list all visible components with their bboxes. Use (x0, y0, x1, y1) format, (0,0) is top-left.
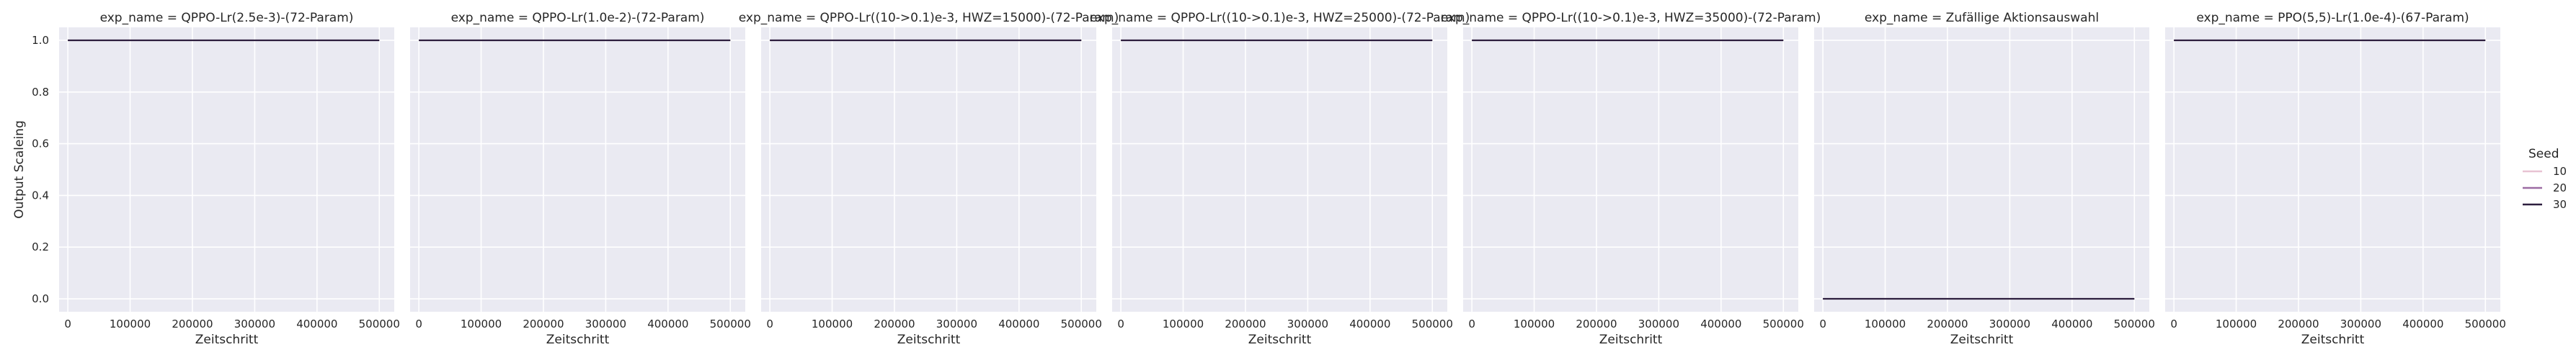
facet-panel: 0 100000 200000 300000 400000 500000 Zeitschri… (1441, 11, 1821, 347)
legend-label: 10 (2553, 165, 2567, 178)
x-tick-label: 200000 (2278, 318, 2319, 330)
facet-panel: 0 100000 200000 300000 400000 500000 Zeitschri… (2165, 11, 2506, 347)
y-tick-label: 0.4 (32, 189, 49, 202)
x-tick-label: 500000 (359, 318, 400, 330)
panel-title: exp_name = QPPO-Lr(1.0e-2)-(72-Param) (451, 11, 705, 25)
x-tick-label: 300000 (936, 318, 977, 330)
x-tick-label: 100000 (1865, 318, 1906, 330)
x-tick-label: 400000 (296, 318, 337, 330)
x-tick-label: 400000 (647, 318, 688, 330)
legend-label: 20 (2553, 181, 2567, 194)
plot-area (1463, 27, 1798, 312)
x-tick-label: 500000 (1763, 318, 1804, 330)
legend: Seed 10 20 30 (2523, 147, 2567, 211)
x-tick-label: 400000 (2402, 318, 2443, 330)
plot-area (761, 27, 1096, 312)
plot-area (2165, 27, 2500, 312)
panel-title: exp_name = QPPO-Lr((10->0.1)e-3, HWZ=350… (1441, 11, 1821, 25)
x-tick-label: 0 (1819, 318, 1826, 330)
x-tick-label: 200000 (1927, 318, 1968, 330)
x-axis-label: Zeitschritt (1599, 333, 1663, 347)
x-tick-label: 100000 (110, 318, 151, 330)
plot-area (1112, 27, 1447, 312)
x-tick-label: 0 (1117, 318, 1124, 330)
x-tick-label: 400000 (1349, 318, 1390, 330)
x-tick-label: 400000 (2051, 318, 2092, 330)
y-tick-label: 0.6 (32, 138, 49, 150)
x-tick-label: 500000 (1061, 318, 1102, 330)
x-axis-label: Zeitschritt (897, 333, 961, 347)
x-tick-label: 0 (766, 318, 773, 330)
y-tick-label: 1.0 (32, 34, 49, 47)
x-axis-label: Zeitschritt (2301, 333, 2365, 347)
x-tick-label: 300000 (1638, 318, 1679, 330)
x-tick-label: 200000 (523, 318, 564, 330)
x-tick-label: 100000 (461, 318, 502, 330)
facet-panel: 0 100000 200000 300000 400000 500000 Zeitschri… (739, 11, 1119, 347)
x-tick-label: 0 (415, 318, 422, 330)
x-tick-label: 500000 (2465, 318, 2506, 330)
x-tick-label: 100000 (2216, 318, 2257, 330)
y-axis-label: Output Scaleing (12, 120, 27, 218)
x-axis-label: Zeitschritt (1950, 333, 2014, 347)
x-tick-label: 200000 (1225, 318, 1266, 330)
x-tick-label: 0 (2170, 318, 2177, 330)
facet-panel: 0 100000 200000 300000 400000 500000 Zeitschri… (12, 11, 400, 347)
x-tick-label: 300000 (234, 318, 275, 330)
y-tick-label: 0.8 (32, 86, 49, 99)
y-tick-label: 0.0 (32, 292, 49, 305)
x-axis-label: Zeitschritt (195, 333, 259, 347)
legend-label: 30 (2553, 198, 2567, 211)
x-tick-label: 100000 (1163, 318, 1204, 330)
x-tick-label: 0 (64, 318, 71, 330)
x-tick-label: 200000 (1576, 318, 1617, 330)
x-axis-label: Zeitschritt (546, 333, 610, 347)
x-tick-label: 500000 (1412, 318, 1453, 330)
panel-title: exp_name = QPPO-Lr((10->0.1)e-3, HWZ=250… (1090, 11, 1470, 25)
x-tick-label: 500000 (710, 318, 751, 330)
panel-title: exp_name = PPO(5,5)-Lr(1.0e-4)-(67-Param… (2196, 11, 2469, 25)
x-tick-label: 400000 (998, 318, 1039, 330)
panel-title: exp_name = QPPO-Lr((10->0.1)e-3, HWZ=150… (739, 11, 1119, 25)
x-tick-label: 300000 (585, 318, 626, 330)
x-tick-label: 300000 (1287, 318, 1328, 330)
x-tick-label: 100000 (812, 318, 853, 330)
plot-area (410, 27, 745, 312)
x-tick-label: 200000 (874, 318, 915, 330)
x-tick-label: 400000 (1700, 318, 1741, 330)
x-tick-label: 0 (1468, 318, 1475, 330)
plot-area (1814, 27, 2149, 312)
x-axis-label: Zeitschritt (1248, 333, 1312, 347)
x-tick-label: 300000 (2340, 318, 2381, 330)
plot-area (59, 27, 394, 312)
x-tick-label: 200000 (172, 318, 213, 330)
y-tick-label: 0.2 (32, 240, 49, 253)
x-tick-label: 500000 (2114, 318, 2155, 330)
panel-title: exp_name = Zufällige Aktionsauswahl (1865, 11, 2099, 25)
legend-title: Seed (2528, 147, 2559, 161)
panel-title: exp_name = QPPO-Lr(2.5e-3)-(72-Param) (100, 11, 354, 25)
x-tick-label: 300000 (1989, 318, 2030, 330)
x-tick-label: 100000 (1514, 318, 1555, 330)
facet-panel: 0 100000 200000 300000 400000 500000 Zeitschri… (410, 11, 751, 347)
facet-panel: 0 100000 200000 300000 400000 500000 Zeitschri… (1090, 11, 1470, 347)
facet-panel: 0 100000 200000 300000 400000 500000 Zeitschri… (1814, 11, 2155, 347)
